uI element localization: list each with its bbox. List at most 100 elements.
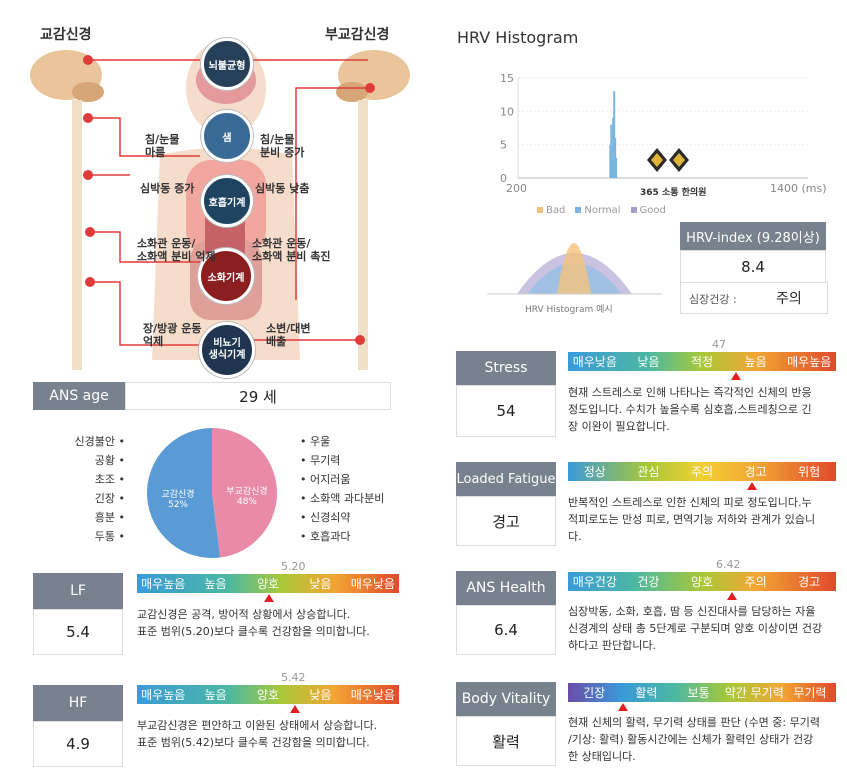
scale-segment: 위험 (798, 465, 821, 479)
scale-segment: 정상 (583, 465, 606, 479)
pie-slice-label: 교감신경 (161, 490, 195, 500)
clinic-logo-text: 365 소통 한의원 (640, 188, 707, 198)
legend-item-bad: Bad (537, 205, 565, 216)
vitality-value: 활력 (456, 716, 556, 766)
hrv-histogram-chart: 15 10 5 0 (500, 72, 808, 185)
symptom-item: • 무기력 (300, 454, 341, 467)
ans-health-marker-icon (727, 592, 737, 600)
fatigue-value: 경고 (456, 496, 556, 546)
node-gland: 샘 (201, 110, 253, 162)
scale-segment: 보통 (687, 686, 710, 700)
symptom-item: • 소화액 과다분비 (300, 492, 385, 505)
left-label-heartbeat: 심박동 증가 (140, 182, 195, 195)
stress-value: 54 (456, 385, 556, 437)
scale-segment: 매우높음 (787, 355, 832, 369)
symptom-item: 흥분 • (94, 511, 125, 524)
scale-segment: 양호 (690, 575, 714, 589)
parasympathetic-title: 부교감신경 (325, 27, 390, 43)
fatigue-marker-icon (747, 482, 757, 490)
scale-segment: 양호 (256, 688, 280, 702)
node-digestive: 소화기계 (198, 248, 254, 304)
left-label-digest: 소화관 운동/ 소화액 분비 억제 (137, 237, 216, 263)
symptom-item: • 우울 (300, 435, 331, 448)
pie-slice-pct: 52% (167, 500, 188, 510)
stress-description: 현재 스트레스로 인해 나타나는 즉각적인 신체의 반응 정도입니다. 수치가 … (568, 386, 812, 433)
parasympathetic-symptom-list: • 우울 • 무기력 • 어지러움 • 소화액 과다분비 • 신경쇠약 • 호흡… (300, 432, 384, 546)
stress-marker-value: 47 (712, 338, 726, 351)
ans-health-label: ANS Health (456, 571, 556, 605)
symptom-item: • 신경쇠약 (300, 511, 351, 524)
ans-age-label: ANS age (33, 382, 125, 410)
scale-segment: 적정 (690, 355, 714, 369)
scale-segment: 높음 (204, 688, 227, 702)
hf-marker-value: 5.42 (281, 671, 306, 684)
scale-segment: 활력 (635, 686, 658, 700)
fatigue-scale-bar: 정상 관심 주의 경고 위험 (568, 462, 836, 481)
x-axis-start-label: 200 (506, 182, 527, 195)
node-respiratory: 호흡기계 (201, 175, 253, 227)
histogram-bar (610, 124, 613, 178)
node-brain: 뇌불균형 (201, 38, 253, 90)
histogram-bar (613, 91, 616, 178)
scale-segment: 경고 (798, 575, 821, 589)
scale-segment: 무기력 (793, 686, 827, 700)
x-axis-end-label: 1400 (ms) (770, 182, 827, 195)
pie-label-sympathetic: 교감신경 52% (153, 487, 203, 510)
scale-segment: 관심 (637, 465, 660, 479)
vitality-label: Body Vitality (456, 682, 556, 716)
histogram-title: HRV Histogram (457, 28, 579, 47)
ans-health-scale-bar: 매우건강 건강 양호 주의 경고 (568, 572, 836, 591)
clinic-logo-icon (647, 148, 689, 172)
ans-health-value: 6.4 (456, 605, 556, 655)
scale-segment: 높음 (204, 577, 227, 591)
left-label-bladder: 장/방광 운동 억제 (143, 322, 202, 348)
scale-segment: 매우높음 (141, 688, 186, 702)
legend-item-good: Good (630, 205, 666, 216)
node-urogenital: 비뇨기 생식기계 (199, 322, 255, 378)
histogram-example-curves (487, 243, 662, 295)
vitality-description: 현재 신체의 활력, 무기력 상태를 판단 (수면 중: 무기력 /기상: 활력… (568, 716, 820, 763)
scale-segment: 매우낮음 (350, 688, 395, 702)
scale-segment: 낮음 (637, 355, 660, 369)
lf-marker-value: 5.20 (281, 560, 306, 573)
pie-label-parasympathetic: 부교감신경 48% (218, 484, 276, 507)
hf-description: 부교감신경은 편안하고 이완된 상태에서 상승합니다. 표준 범위(5.42)보… (137, 719, 378, 749)
right-label-heartbeat: 심박동 낮춤 (255, 182, 310, 195)
example-caption: HRV Histogram 예시 (525, 305, 613, 315)
histogram-legend: Bad Normal Good (537, 205, 666, 216)
y-tick-label: 15 (500, 72, 514, 85)
scale-segment: 경고 (744, 465, 767, 479)
symptom-item: 초조 • (94, 473, 125, 486)
symptom-item: 두통 • (94, 530, 125, 543)
symptom-item: • 호흡과다 (300, 530, 351, 543)
symptom-item: • 어지러움 (300, 473, 351, 486)
fatigue-label: Loaded Fatigue (456, 462, 556, 496)
lf-value: 5.4 (33, 609, 123, 655)
vitality-scale-bar: 긴장 활력 보통 약간 무기력 무기력 (568, 683, 836, 702)
right-label-saliva: 침/눈물 분비 증가 (260, 133, 305, 159)
scale-segment: 건강 (637, 575, 660, 589)
ans-pie-chart (147, 428, 277, 558)
stress-label: Stress (456, 351, 556, 385)
hf-label: HF (33, 685, 123, 721)
scale-segment: 주의 (690, 465, 714, 479)
scale-segment: 긴장 (583, 686, 606, 700)
right-label-digest: 소화관 운동/ 소화액 분비 촉진 (252, 237, 331, 263)
left-label-saliva: 침/눈물 마름 (145, 133, 180, 159)
fatigue-description: 반복적인 스트레스로 인한 신체의 피로 정도입니다.누 적피로도는 만성 피로… (568, 496, 816, 543)
lf-label: LF (33, 573, 123, 609)
scale-segment: 매우건강 (572, 575, 617, 589)
vitality-marker-icon (618, 703, 628, 711)
pie-slice (212, 428, 277, 558)
ans-health-description: 심장박동, 소화, 호흡, 땀 등 신진대사를 담당하는 자율 신경계의 상태 … (568, 605, 823, 652)
hrv-index-label: HRV-index (9.28이상) (680, 222, 826, 250)
hf-value: 4.9 (33, 721, 123, 767)
pie-slice-pct: 48% (236, 497, 257, 507)
y-tick-label: 0 (500, 172, 507, 185)
sympathetic-symptom-list: 신경불안 • 공황 • 초조 • 긴장 • 흥분 • 두통 • (55, 432, 125, 546)
right-label-excretion: 소변/대변 배출 (266, 322, 311, 348)
y-tick-label: 5 (500, 139, 507, 152)
hf-marker-icon (290, 705, 300, 713)
histogram-bar (615, 158, 618, 178)
symptom-item: 신경불안 • (74, 435, 125, 448)
